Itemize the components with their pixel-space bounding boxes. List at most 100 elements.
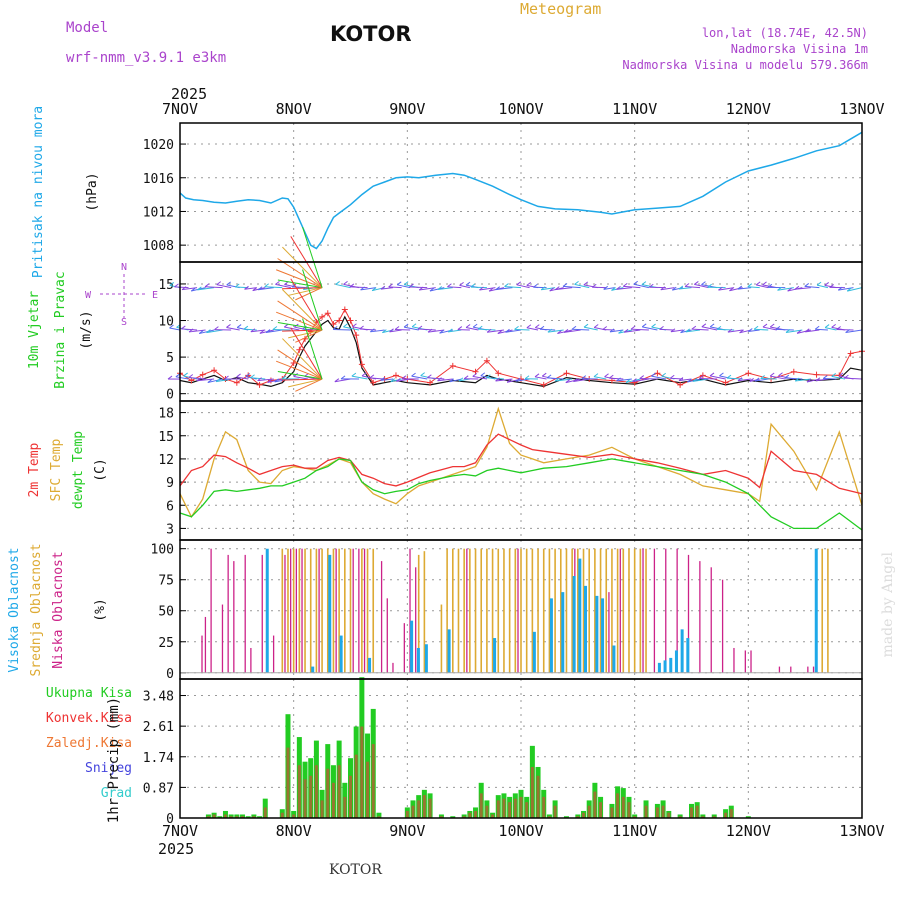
x-tick-bottom-11NOV: 11NOV [612, 822, 657, 840]
wind-fan-arrow [277, 300, 323, 331]
wind-arrow [264, 286, 283, 289]
wind-arrow-head [526, 324, 532, 329]
precip-convective-bar [610, 807, 614, 818]
wind-arrow-head [504, 283, 509, 287]
wind-gust-marker [330, 321, 337, 328]
wind-arrow-head [226, 324, 231, 328]
precip-convective-bar [343, 796, 347, 818]
wind-arrow-head [427, 374, 432, 379]
legend-snow: Snijeg [85, 761, 132, 776]
wind-arrow [754, 328, 769, 331]
wind-arrow-head [639, 375, 645, 379]
precip-convective-bar [479, 793, 483, 818]
wind-arrow [624, 329, 641, 333]
wind-arrow-head [549, 287, 554, 292]
wind-gust-marker [358, 361, 365, 368]
wind-arrow-head [787, 287, 792, 292]
precip-convective-bar [331, 782, 335, 818]
precip-convective-bar [349, 775, 352, 818]
wind-arrow-head [573, 378, 578, 382]
wind-arrow-head [401, 375, 407, 380]
wind-arrow-head [302, 325, 307, 330]
temp-ytick-label: 3 [166, 522, 174, 537]
precip-convective-bar [309, 775, 313, 818]
wind-arrow-head [226, 281, 231, 286]
precip-convective-bar [576, 816, 580, 818]
wind-fan-arrow [282, 287, 323, 290]
wind-fan-arrow [277, 279, 323, 289]
wind-arrow-head [505, 328, 510, 333]
precip-convective-bar [593, 791, 597, 818]
wind-arrow-head [701, 281, 706, 286]
precip-convective-bar [206, 816, 210, 818]
wind-arrow-head [784, 374, 790, 379]
wind-arrow [427, 377, 445, 380]
pressure-ytick-label: 1016 [143, 172, 174, 187]
wind-arrow-head [753, 325, 759, 330]
wind-arrow-head [275, 280, 280, 285]
precip-convective-bar [513, 798, 517, 818]
wind-arrow [181, 328, 198, 331]
precip-total-bar [450, 816, 456, 818]
wind-arrow-head [236, 373, 241, 378]
wind-arrow [388, 286, 402, 289]
wind-arrow-head [591, 283, 597, 288]
wind-ytick-label: 0 [166, 388, 174, 403]
wind-arrow-head [497, 330, 503, 334]
wind-arrow-head [678, 377, 684, 381]
wind-arrow [515, 378, 530, 382]
mid-cloud-label: Srednja Oblacnost [29, 543, 44, 676]
precip-convective-bar [690, 807, 693, 818]
wind-arrow-head [739, 329, 744, 334]
wind-arrow [437, 378, 453, 382]
wind-arrow [815, 378, 828, 382]
wind-arrow-head [701, 323, 707, 328]
wind-arrow-head [516, 281, 522, 286]
x-tick-bottom-13NOV: 13NOV [839, 822, 884, 840]
precip-convective-bar [286, 747, 290, 818]
wind-arrow [573, 378, 590, 383]
wind-arrow-head [775, 325, 781, 330]
precip-convective-bar [474, 810, 478, 818]
wind-arrow [235, 286, 249, 289]
wind-arrow-head [169, 282, 175, 286]
wind-arrow [845, 329, 863, 333]
wind-arrow-head [196, 377, 202, 382]
sfc-label: SFC Temp [49, 439, 64, 502]
x-tick-bottom-8NOV: 8NOV [276, 822, 312, 840]
wind-arrow [333, 328, 351, 331]
wind-fan-arrow [276, 269, 323, 289]
pressure-line [179, 131, 863, 250]
x-tick-top-9NOV: 9NOV [389, 100, 425, 118]
panel-frame-precip [179, 678, 863, 819]
wind-arrow-head [264, 283, 269, 288]
precip-convective-bar [428, 798, 432, 818]
wind-arrow-head [181, 325, 186, 330]
model-elevation-label: Nadmorska Visina u modelu 579.366m [622, 58, 868, 72]
wind-arrow-head [394, 326, 400, 330]
wind-arrow [609, 377, 624, 380]
wind-arrow [206, 329, 223, 334]
wind-arrow-head [183, 372, 188, 377]
wind-arrow [539, 328, 556, 331]
low-cloud-label: Niska Oblacnost [51, 551, 66, 668]
precip-ytick-label: 0.87 [143, 781, 174, 796]
wind-arrow-head [611, 287, 616, 291]
wind-arrow [718, 287, 735, 291]
wind-arrow-head [837, 286, 843, 291]
wind-arrow-head [257, 377, 262, 382]
wind-gust-marker [347, 317, 354, 324]
x-tick-top-10NOV: 10NOV [498, 100, 543, 118]
wind-arrow-head [459, 281, 464, 286]
wind-fan-arrow [282, 329, 323, 332]
wind-arrow-head [272, 326, 278, 330]
wind-fan-arrow [282, 338, 323, 380]
wind-arrow-head [616, 377, 621, 382]
precip-convective-bar [280, 812, 284, 818]
wind-arrow-head [692, 377, 698, 382]
wind-arrow-head [547, 328, 553, 333]
wind-arrow [825, 327, 837, 331]
wind-arrow-head [822, 375, 828, 379]
precip-convective-bar [241, 816, 245, 818]
wind-arrow [694, 283, 709, 289]
